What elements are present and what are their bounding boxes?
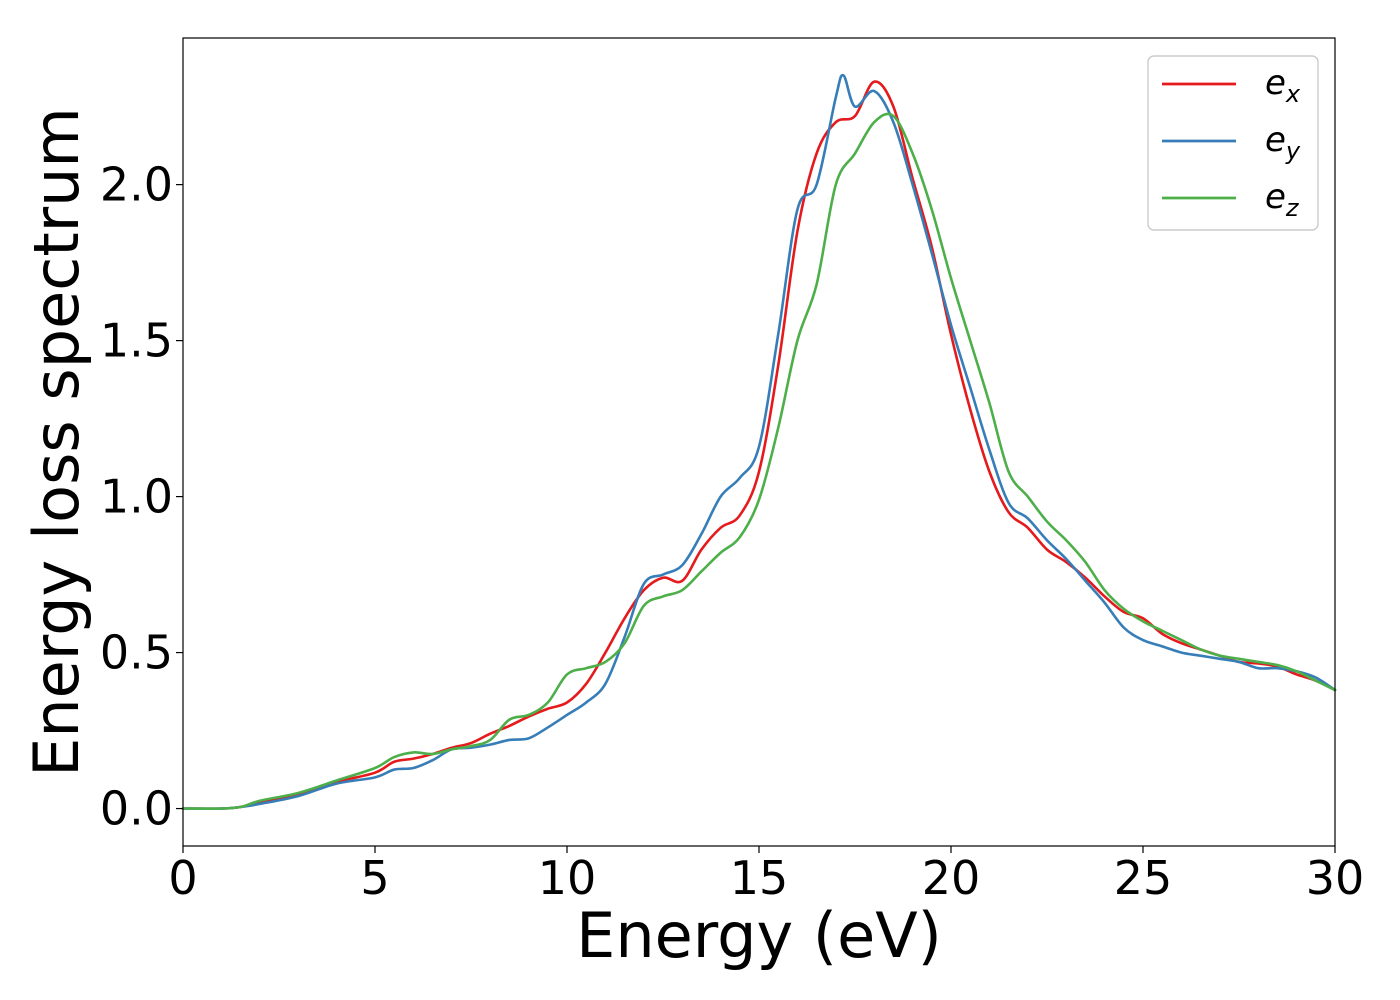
legend: ex ey ez: [1147, 55, 1319, 231]
legend-label-x: ex: [1265, 63, 1301, 108]
series-line-z: [181, 112, 1337, 810]
legend-label-y: ey: [1265, 120, 1301, 165]
x-tick-label: 20: [922, 851, 981, 905]
y-tick-label: 0.5: [100, 626, 173, 680]
x-tick-label: 25: [1114, 851, 1173, 905]
legend-label-z: ez: [1265, 177, 1300, 222]
x-axis-label: Energy (eV): [576, 899, 942, 972]
x-tick-label: 0: [168, 851, 197, 905]
y-tick-label: 0.0: [100, 782, 173, 836]
x-tick-label: 10: [538, 851, 597, 905]
y-tick-label: 2.0: [100, 158, 173, 212]
x-tick-label: 30: [1306, 851, 1365, 905]
y-tick-label: 1.5: [100, 314, 173, 368]
y-axis: 0.0 0.5 1.0 1.5 2.0: [100, 158, 183, 836]
x-axis: 0 5 10 15 20 25 30: [168, 846, 1364, 905]
x-tick-label: 15: [730, 851, 789, 905]
legend-box: [1147, 55, 1319, 231]
series-layer: [181, 73, 1337, 810]
y-axis-label: Energy loss spectrum: [20, 107, 93, 777]
x-tick-label: 5: [360, 851, 389, 905]
y-tick-label: 1.0: [100, 470, 173, 524]
